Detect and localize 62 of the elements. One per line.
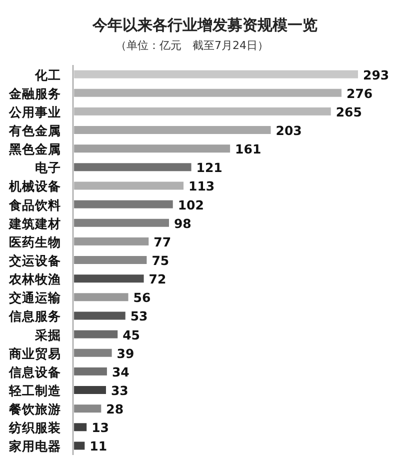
data-label: 53 <box>130 308 148 324</box>
y-tick-label: 食品饮料 <box>8 197 61 212</box>
bar <box>74 348 112 357</box>
data-label: 34 <box>112 364 130 380</box>
bar <box>74 107 331 116</box>
y-tick-label: 信息设备 <box>8 364 61 380</box>
y-tick-label: 金融服务 <box>8 86 61 101</box>
bar <box>74 442 85 450</box>
y-tick-label: 建筑建材 <box>8 216 61 231</box>
bar <box>74 163 192 172</box>
y-tick-label: 公用事业 <box>8 104 61 120</box>
y-tick-label: 交运设备 <box>8 253 61 268</box>
data-label: 293 <box>363 67 390 82</box>
y-tick-label: 商业贸易 <box>8 346 61 361</box>
y-tick-label: 机械设备 <box>8 178 61 194</box>
chart-title: 今年以来各行业增发募资规模一览 <box>92 16 318 34</box>
y-tick-label: 采掘 <box>34 327 61 342</box>
y-tick-label: 信息服务 <box>8 308 61 324</box>
y-tick-label: 医药生物 <box>9 234 61 250</box>
data-label: 77 <box>154 234 172 250</box>
data-label: 203 <box>276 123 302 138</box>
data-label: 11 <box>90 438 108 454</box>
bar <box>74 256 147 264</box>
bar <box>74 386 106 394</box>
data-label: 276 <box>346 86 373 101</box>
bar <box>74 70 358 78</box>
y-tick-label: 家用电器 <box>8 438 61 454</box>
bar <box>74 274 144 283</box>
bar <box>74 182 184 190</box>
data-label: 121 <box>196 160 222 176</box>
bar <box>74 330 118 338</box>
y-tick-label: 有色金属 <box>8 123 61 138</box>
bar <box>74 423 87 432</box>
data-label: 39 <box>116 346 134 361</box>
y-tick-label: 化工 <box>34 67 61 82</box>
data-label: 75 <box>152 253 170 268</box>
data-label: 102 <box>178 197 204 212</box>
data-label: 113 <box>188 178 215 194</box>
bar <box>74 88 342 97</box>
bar <box>74 200 173 208</box>
data-label: 33 <box>110 383 128 398</box>
bar <box>74 367 107 376</box>
y-tick-label: 农林牧渔 <box>8 272 61 287</box>
bar <box>74 404 102 413</box>
bar <box>74 218 169 227</box>
y-tick-label: 轻工制造 <box>8 383 61 398</box>
y-tick-label: 电子 <box>35 160 61 176</box>
bar <box>74 312 126 320</box>
data-label: 28 <box>106 402 124 417</box>
chart-subtitle: （单位：亿元 截至7月24日） <box>116 39 268 52</box>
y-tick-label: 纺织服装 <box>8 420 61 436</box>
data-label: 45 <box>122 327 140 342</box>
data-label: 56 <box>133 290 151 306</box>
y-tick-label: 交通运输 <box>8 290 62 306</box>
data-label: 161 <box>235 142 262 157</box>
bar <box>74 126 271 134</box>
data-label: 98 <box>174 216 192 231</box>
data-label: 72 <box>148 272 166 287</box>
y-tick-label: 黑色金属 <box>8 142 61 157</box>
y-tick-label: 餐饮旅游 <box>8 402 61 417</box>
data-label: 13 <box>92 420 110 436</box>
data-label: 265 <box>336 104 362 120</box>
